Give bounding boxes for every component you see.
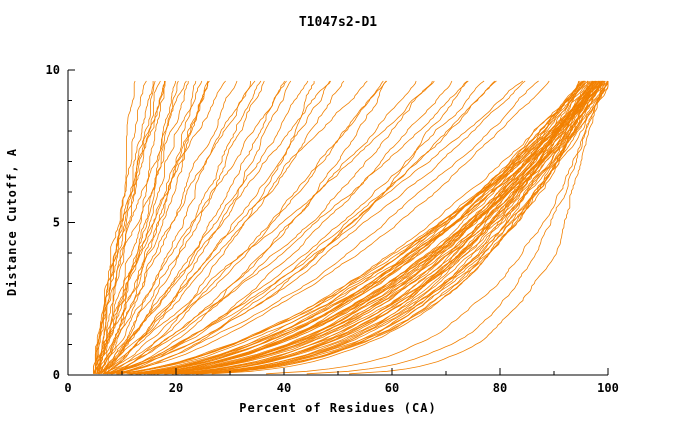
model-curve xyxy=(117,80,468,375)
model-curve xyxy=(106,80,496,375)
model-curve xyxy=(349,80,608,375)
model-curve xyxy=(175,80,604,375)
tick-labels: 0 20 40 60 80 100 0 5 10 xyxy=(46,63,619,395)
model-curve xyxy=(103,80,433,375)
model-curve xyxy=(99,80,292,375)
model-curve xyxy=(152,80,596,375)
model-curve xyxy=(102,80,469,375)
model-curves xyxy=(93,80,609,375)
model-curve xyxy=(94,81,189,374)
model-curve xyxy=(111,80,550,375)
model-curve xyxy=(192,80,597,375)
y-tick-label: 10 xyxy=(46,63,60,77)
model-curve xyxy=(94,80,203,374)
y-tick-label: 0 xyxy=(53,368,60,382)
model-curve xyxy=(211,80,598,375)
model-curve xyxy=(93,80,156,374)
model-curve xyxy=(130,80,586,375)
model-curve xyxy=(111,80,539,375)
model-curve xyxy=(102,80,265,375)
model-curve xyxy=(156,81,609,375)
model-curve xyxy=(105,80,524,375)
model-curve xyxy=(100,80,256,374)
model-curve xyxy=(131,80,589,375)
model-curve xyxy=(93,80,136,374)
model-curve xyxy=(99,80,177,374)
model-curve xyxy=(116,80,453,375)
x-tick-label: 0 xyxy=(64,381,71,395)
axes xyxy=(67,69,609,376)
model-curve xyxy=(185,81,609,375)
model-curve xyxy=(97,80,238,375)
model-curve xyxy=(164,80,589,375)
model-curve xyxy=(97,80,368,375)
x-tick-label: 20 xyxy=(169,381,183,395)
model-curve xyxy=(103,80,287,374)
model-curve xyxy=(108,80,417,375)
model-curve xyxy=(156,80,579,375)
model-curve xyxy=(104,80,330,375)
x-tick-label: 60 xyxy=(385,381,399,395)
model-curve xyxy=(131,80,586,375)
model-curve xyxy=(196,80,584,375)
chart-title: T1047s2-D1 xyxy=(299,15,377,30)
model-curve xyxy=(102,80,388,375)
model-curve xyxy=(97,80,161,374)
model-curve xyxy=(93,80,166,374)
model-curve xyxy=(97,80,179,374)
x-tick-label: 100 xyxy=(597,381,619,395)
model-curve xyxy=(94,80,209,374)
model-curve xyxy=(137,80,609,375)
x-tick-label: 40 xyxy=(277,381,291,395)
model-curve xyxy=(135,80,599,375)
x-axis-label: Percent of Residues (CA) xyxy=(239,401,436,415)
model-curve xyxy=(143,80,590,375)
y-tick-label: 5 xyxy=(53,216,60,230)
y-axis-label: Distance Cutoff, A xyxy=(5,148,19,296)
model-curve xyxy=(139,81,609,375)
model-curve xyxy=(136,80,606,375)
model-curve xyxy=(105,80,251,375)
model-curve xyxy=(266,81,606,375)
model-curve xyxy=(107,80,384,375)
model-curve xyxy=(130,80,589,375)
model-curve xyxy=(98,80,435,375)
model-curve xyxy=(184,80,595,375)
model-curve xyxy=(110,81,315,375)
model-curve xyxy=(106,80,497,375)
model-curve xyxy=(153,80,599,375)
model-curve xyxy=(110,80,387,375)
model-curve xyxy=(153,80,597,375)
model-curve xyxy=(196,80,605,375)
model-curve xyxy=(175,80,591,375)
model-curve xyxy=(180,80,608,375)
model-curve xyxy=(98,80,309,375)
model-curve xyxy=(96,80,209,374)
model-curve xyxy=(104,80,345,375)
model-curve xyxy=(103,80,262,375)
model-curve xyxy=(119,80,604,375)
model-curve xyxy=(164,80,601,375)
model-curve xyxy=(98,80,166,374)
model-curve xyxy=(117,80,601,375)
model-curve xyxy=(176,80,593,375)
model-curve xyxy=(99,80,285,375)
model-curve xyxy=(95,80,226,374)
x-tick-label: 80 xyxy=(493,381,507,395)
model-curve xyxy=(94,81,154,374)
model-curve xyxy=(97,80,210,374)
